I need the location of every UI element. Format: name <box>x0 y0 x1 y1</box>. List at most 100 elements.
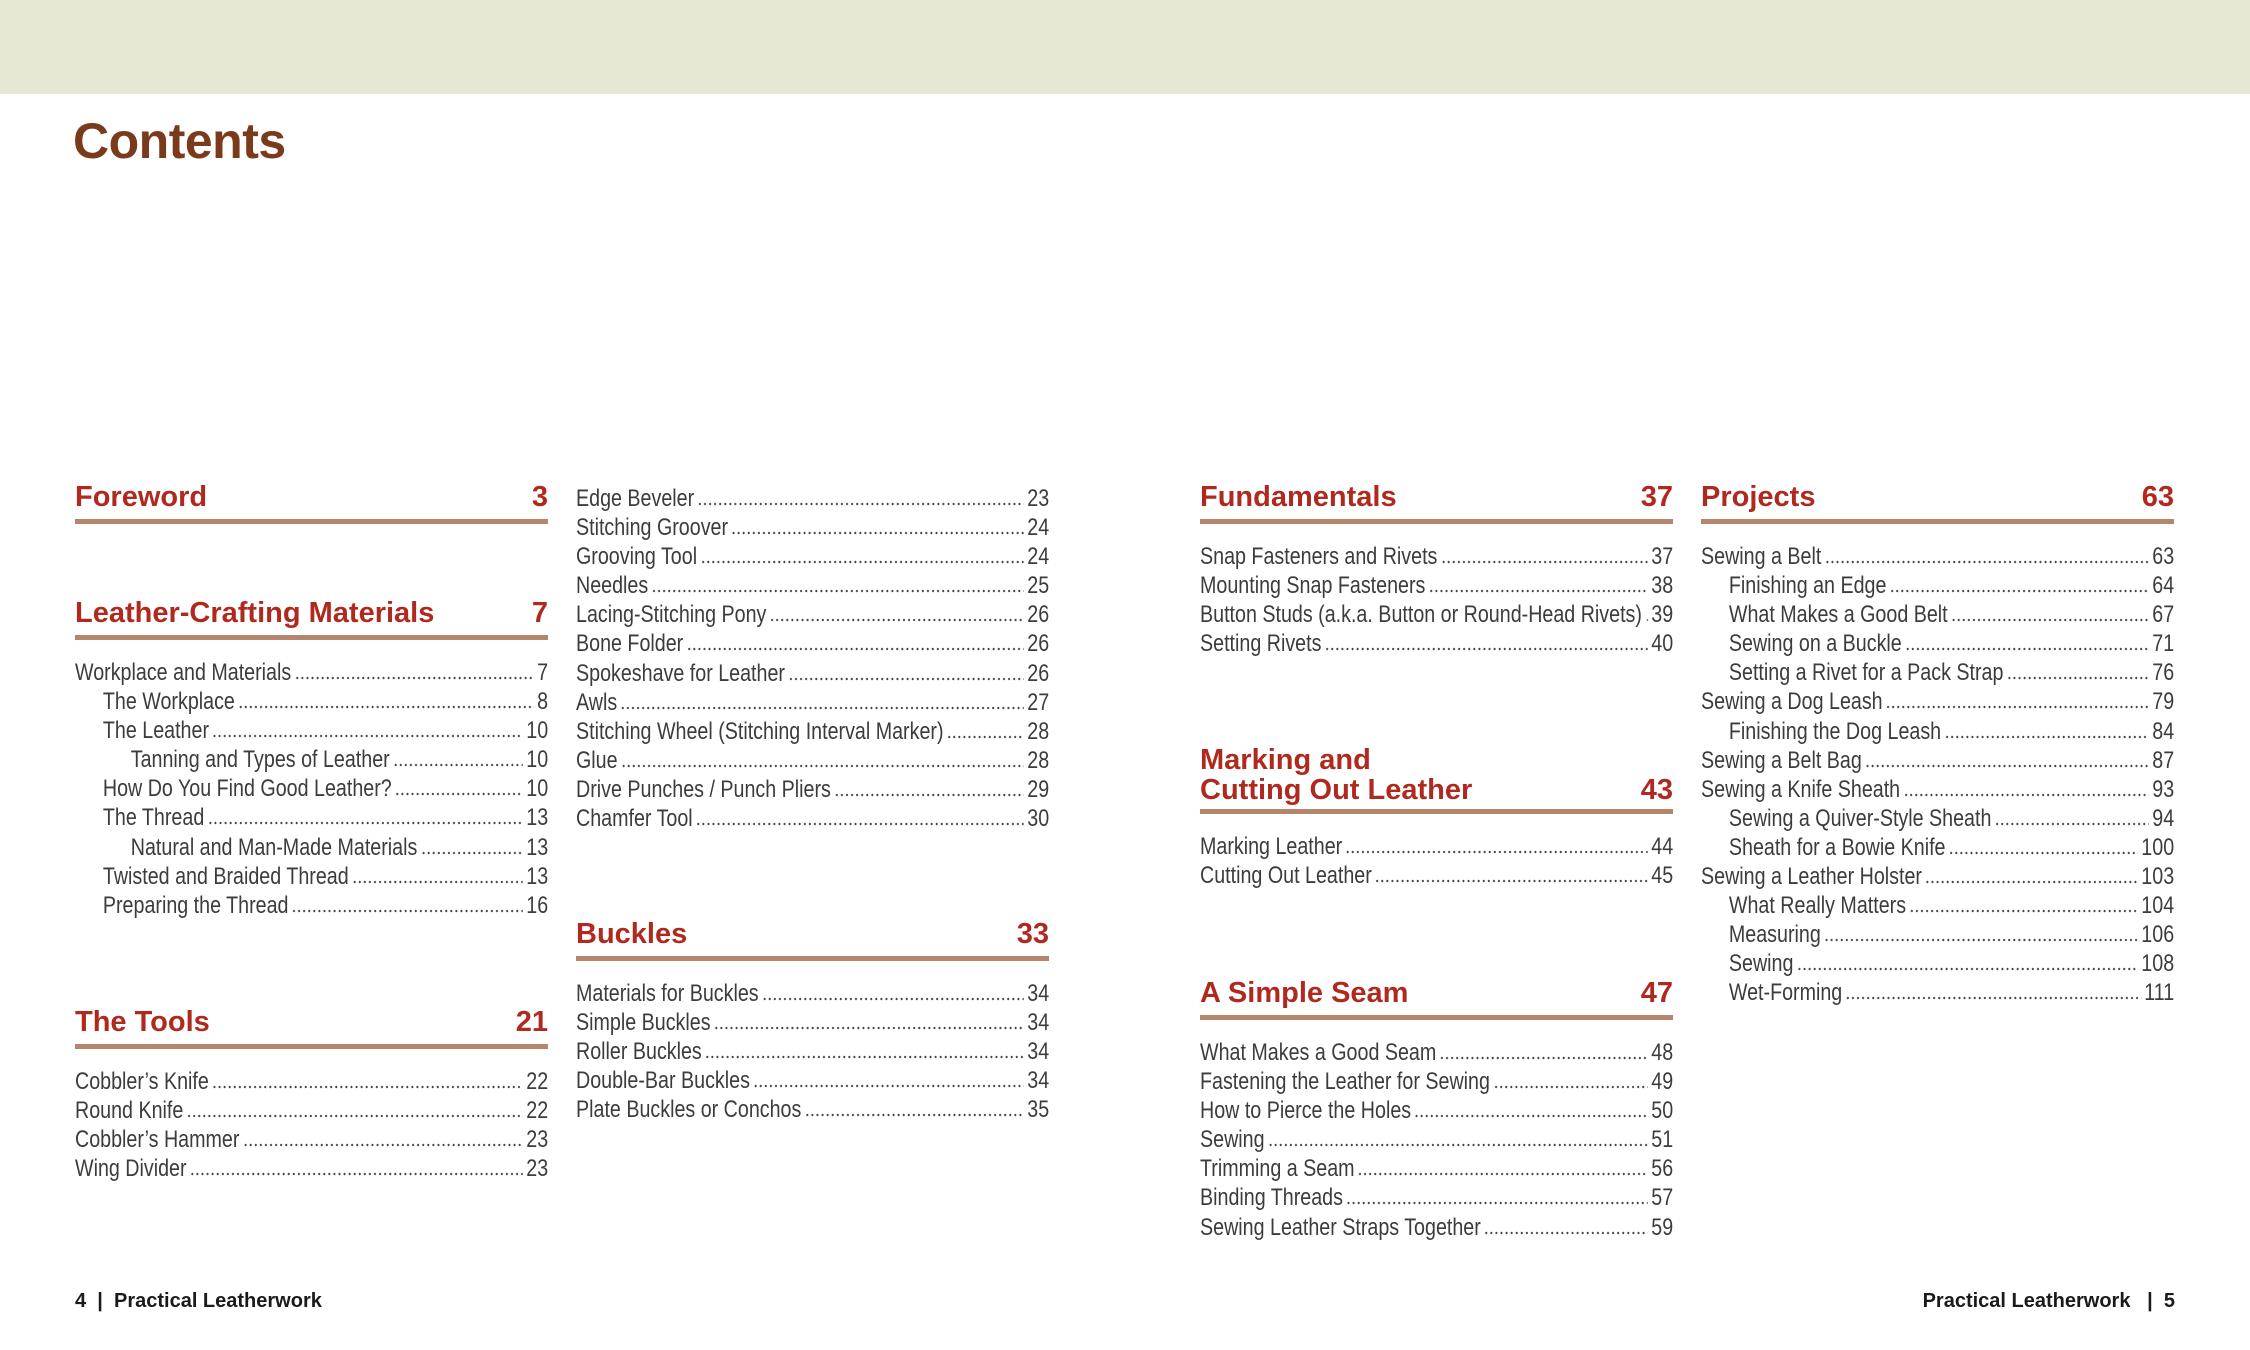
toc-entry[interactable]: Sewing a Quiver-Style Sheath 94 <box>1701 804 2174 833</box>
toc-entry[interactable]: Wet-Forming 111 <box>1701 978 2174 1007</box>
dot-leader <box>1903 792 2149 797</box>
section-title: Foreword <box>75 481 208 513</box>
section-tools-cont: Edge Beveler 23 Stitching Groover 24 Gro… <box>576 484 1049 833</box>
dot-leader <box>753 1084 1024 1089</box>
toc-entry[interactable]: Plate Buckles or Conchos 35 <box>576 1095 1049 1124</box>
section-heading[interactable]: Foreword 3 <box>75 479 548 515</box>
toc-entry[interactable]: Round Knife 22 <box>75 1096 548 1125</box>
toc-entry[interactable]: How to Pierce the Holes 50 <box>1200 1096 1673 1125</box>
toc-entry[interactable]: Tanning and Types of Leather 10 <box>75 745 548 774</box>
section-heading[interactable]: Leather-Crafting Materials 7 <box>75 595 548 631</box>
toc-entry[interactable]: Finishing an Edge 64 <box>1701 571 2174 600</box>
toc-entry[interactable]: Mounting Snap Fasteners 38 <box>1200 571 1673 600</box>
toc-entry[interactable]: How Do You Find Good Leather? 10 <box>75 774 548 803</box>
toc-entry[interactable]: The Workplace 8 <box>75 687 548 716</box>
toc-entry[interactable]: Sheath for a Bowie Knife 100 <box>1701 833 2174 862</box>
dot-leader <box>761 997 1024 1001</box>
entry-page: 8 <box>537 688 549 716</box>
toc-entry[interactable]: Materials for Buckles 34 <box>576 979 1049 1008</box>
toc-entry[interactable]: Sewing on a Buckle 71 <box>1701 629 2174 658</box>
dot-leader <box>420 850 523 855</box>
entry-label: Double-Bar Buckles <box>576 1067 750 1095</box>
dot-leader <box>207 821 523 826</box>
entry-page: 100 <box>2141 833 2175 861</box>
toc-entry[interactable]: Fastening the Leather for Sewing 49 <box>1200 1067 1673 1096</box>
toc-entry[interactable]: Measuring 106 <box>1701 920 2174 949</box>
dot-leader <box>1428 589 1648 594</box>
section-heading[interactable]: Projects 63 <box>1701 479 2174 515</box>
toc-entry[interactable]: Sewing a Belt 63 <box>1701 542 2174 571</box>
toc-entry[interactable]: Sewing a Leather Holster 103 <box>1701 862 2174 891</box>
toc-entry[interactable]: Wing Divider 23 <box>75 1154 548 1183</box>
toc-entry[interactable]: Sewing Leather Straps Together 59 <box>1200 1213 1673 1242</box>
toc-entry[interactable]: What Makes a Good Belt 67 <box>1701 600 2174 629</box>
section-heading[interactable]: Buckles 33 <box>576 916 1049 952</box>
toc-entry[interactable]: What Really Matters 104 <box>1701 891 2174 920</box>
toc-entry[interactable]: The Leather 10 <box>75 716 548 745</box>
toc-entry[interactable]: Snap Fasteners and Rivets 37 <box>1200 542 1673 571</box>
toc-entry[interactable]: Sewing a Belt Bag 87 <box>1701 746 2174 775</box>
dot-leader <box>1885 705 2149 710</box>
toc-entry[interactable]: Spokeshave for Leather 26 <box>576 659 1049 688</box>
toc-entry[interactable]: Awls 27 <box>576 688 1049 717</box>
section-rule <box>576 956 1049 961</box>
toc-entry[interactable]: Simple Buckles 34 <box>576 1008 1049 1037</box>
section-heading[interactable]: The Tools 21 <box>75 1004 548 1040</box>
toc-entry[interactable]: Finishing the Dog Leash 84 <box>1701 717 2174 746</box>
toc-entry[interactable]: Sewing 51 <box>1200 1125 1673 1154</box>
entry-label: Stitching Groover <box>576 514 729 542</box>
section-heading[interactable]: A Simple Seam 47 <box>1200 975 1673 1011</box>
dot-leader <box>1944 734 2149 739</box>
entry-page: 29 <box>1027 775 1050 803</box>
section-heading[interactable]: Fundamentals 37 <box>1200 479 1673 515</box>
toc-entry[interactable]: Double-Bar Buckles 34 <box>576 1066 1049 1095</box>
entry-page: 26 <box>1027 659 1050 687</box>
toc-entry[interactable]: Stitching Groover 24 <box>576 513 1049 542</box>
toc-entry[interactable]: Trimming a Seam 56 <box>1200 1154 1673 1183</box>
section-heading[interactable]: Marking and Cutting Out Leather 43 <box>1200 745 1673 805</box>
entry-page: 50 <box>1651 1097 1674 1125</box>
entry-list: Marking Leather 44 Cutting Out Leather 4… <box>1200 832 1673 890</box>
dot-leader <box>769 618 1024 623</box>
entry-page: 34 <box>1027 1067 1050 1095</box>
toc-entry[interactable]: Sewing 108 <box>1701 949 2174 978</box>
toc-entry[interactable]: Binding Threads 57 <box>1200 1183 1673 1212</box>
dot-leader <box>1645 618 1648 623</box>
toc-entry[interactable]: Edge Beveler 23 <box>576 484 1049 513</box>
toc-entry[interactable]: Bone Folder 26 <box>576 629 1049 658</box>
toc-entry[interactable]: Drive Punches / Punch Pliers 29 <box>576 775 1049 804</box>
toc-entry[interactable]: Cobbler’s Knife 22 <box>75 1067 548 1096</box>
toc-entry[interactable]: Cobbler’s Hammer 23 <box>75 1125 548 1154</box>
dot-leader <box>1925 880 2139 885</box>
toc-entry[interactable]: Needles 25 <box>576 571 1049 600</box>
toc-entry[interactable]: Setting Rivets 40 <box>1200 629 1673 658</box>
entry-label: Mounting Snap Fasteners <box>1200 572 1426 600</box>
toc-entry[interactable]: What Makes a Good Seam 48 <box>1200 1038 1673 1067</box>
toc-entry[interactable]: Glue 28 <box>576 746 1049 775</box>
entry-page: 34 <box>1027 1009 1050 1037</box>
toc-entry[interactable]: Lacing-Stitching Pony 26 <box>576 600 1049 629</box>
section-title: Buckles <box>576 918 688 950</box>
toc-entry[interactable]: Stitching Wheel (Stitching Interval Mark… <box>576 717 1049 746</box>
toc-entry[interactable]: Sewing a Knife Sheath 93 <box>1701 775 2174 804</box>
toc-entry[interactable]: Grooving Tool 24 <box>576 542 1049 571</box>
toc-entry[interactable]: Button Studs (a.k.a. Button or Round-Hea… <box>1200 600 1673 629</box>
entry-list: Cobbler’s Knife 22 Round Knife 22 Cobble… <box>75 1067 548 1183</box>
toc-entry[interactable]: Sewing a Dog Leash 79 <box>1701 687 2174 716</box>
dot-leader <box>1824 560 2149 564</box>
entry-page: 51 <box>1651 1126 1674 1154</box>
footer-left: 4 | Practical Leatherwork <box>75 1290 322 1313</box>
entry-label: Simple Buckles <box>576 1009 711 1037</box>
toc-entry[interactable]: Roller Buckles 34 <box>576 1037 1049 1066</box>
toc-entry[interactable]: Chamfer Tool 30 <box>576 804 1049 833</box>
toc-entry[interactable]: Setting a Rivet for a Pack Strap 76 <box>1701 658 2174 687</box>
entry-page: 76 <box>2152 659 2175 687</box>
entry-page: 23 <box>1027 485 1050 512</box>
toc-entry[interactable]: Natural and Man-Made Materials 13 <box>75 833 548 862</box>
toc-entry[interactable]: Cutting Out Leather 45 <box>1200 861 1673 890</box>
toc-entry[interactable]: Workplace and Materials 7 <box>75 658 548 687</box>
toc-entry[interactable]: Twisted and Braided Thread 13 <box>75 862 548 891</box>
toc-entry[interactable]: Marking Leather 44 <box>1200 832 1673 861</box>
toc-entry[interactable]: Preparing the Thread 16 <box>75 891 548 920</box>
toc-entry[interactable]: The Thread 13 <box>75 803 548 832</box>
